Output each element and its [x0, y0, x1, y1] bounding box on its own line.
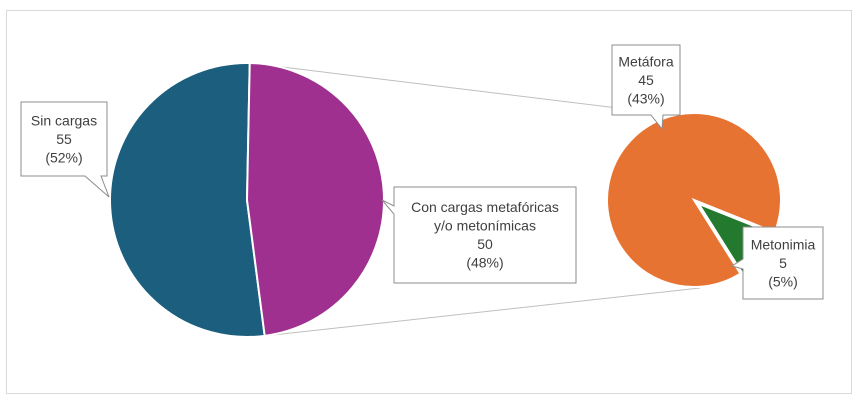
- callout-con-cargas-line: 50: [477, 236, 493, 252]
- connector-line-top: [249, 62, 676, 116]
- callout-con-cargas-line: y/o metonímicas: [434, 218, 536, 234]
- callout-con-cargas-line: (48%): [466, 255, 503, 271]
- callout-metonimia-line: Metonimia: [751, 236, 816, 252]
- connector-lines: [249, 62, 701, 337]
- slice-con-cargas: [245, 62, 385, 337]
- callout-metafora-line: (43%): [627, 90, 664, 106]
- connector-line-bottom: [264, 287, 701, 337]
- callout-metonimia-line: (5%): [768, 273, 798, 289]
- callout-con-cargas: Con cargas metafóricas y/o metonímicas 50 (…: [381, 186, 577, 284]
- main-pie: [109, 62, 385, 338]
- callout-con-cargas-box: [381, 186, 577, 284]
- slice-sin-cargas: [109, 62, 266, 338]
- callout-sin-cargas: Sin cargas 55 (52%): [20, 101, 110, 198]
- callout-sin-cargas-line: (52%): [45, 149, 82, 165]
- callout-con-cargas-line: Con cargas metafóricas: [411, 199, 559, 215]
- pie-of-pie-chart: Sin cargas 55 (52%) Con cargas metafóricas y…: [20, 44, 824, 338]
- callout-metafora-line: 45: [638, 72, 654, 88]
- callout-sin-cargas-box: [20, 101, 110, 198]
- callout-metafora-line: Metáfora: [618, 53, 673, 69]
- callout-metonimia-box: [730, 226, 824, 300]
- callout-metafora-box: [611, 44, 681, 131]
- callout-sin-cargas-line: 55: [56, 131, 72, 147]
- callout-metonimia-line: 5: [779, 255, 787, 271]
- slice-metafora: [606, 112, 782, 288]
- callout-metafora: Metáfora 45 (43%): [611, 44, 681, 131]
- data-callouts: Sin cargas 55 (52%) Con cargas metafóricas y…: [20, 44, 824, 300]
- callout-metonimia: Metonimia 5 (5%): [730, 226, 824, 300]
- chart-area: Sin cargas 55 (52%) Con cargas metafóricas y…: [6, 10, 852, 394]
- callout-sin-cargas-line: Sin cargas: [31, 112, 97, 128]
